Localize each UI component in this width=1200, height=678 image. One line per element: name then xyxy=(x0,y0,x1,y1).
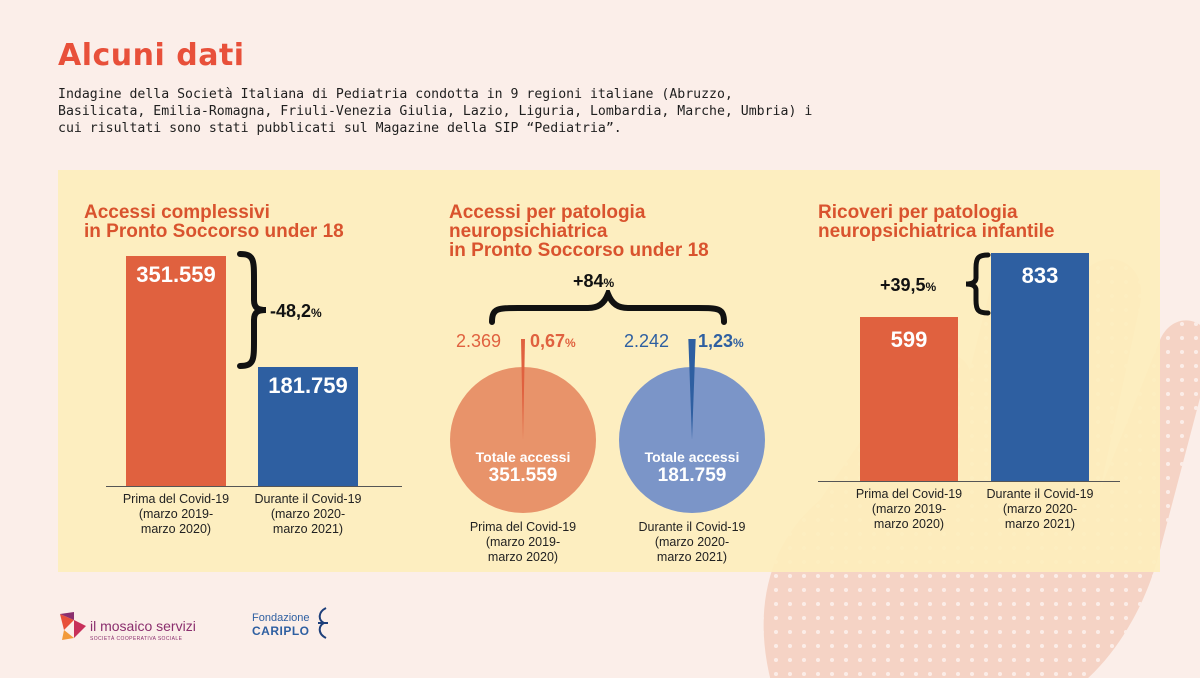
chart2-category-1: Prima del Covid-19 (marzo 2019- marzo 2020… xyxy=(458,520,588,565)
chart3-bar-2: 833 xyxy=(991,253,1089,481)
chart1-category-2-line-1: Durante il Covid-19 xyxy=(254,492,362,506)
chart3-category-2-line-2: (marzo 2020- xyxy=(1002,502,1078,516)
chart1-category-1-line-3: marzo 2020) xyxy=(140,522,212,536)
chart2-category-1-line-3: marzo 2020) xyxy=(487,550,559,564)
chart1-category-1: Prima del Covid-19 (marzo 2019- marzo 2020… xyxy=(111,492,241,537)
chart1-category-1-line-2: (marzo 2019- xyxy=(138,507,214,521)
pie-2-slice-pct-value: 1,23 xyxy=(698,331,734,351)
pie-1-total-value: 351.559 xyxy=(488,465,558,486)
chart3-bar-label-1: 599 xyxy=(890,327,928,352)
pie-2-total-label: Totale accessi xyxy=(644,449,740,465)
chart2-category-2-line-3: marzo 2021) xyxy=(656,550,728,564)
page-title: Alcuni dati xyxy=(58,38,245,73)
pie-1-slice-pct: 0,67% xyxy=(530,331,576,352)
cariplo-icon xyxy=(318,607,328,639)
chart1-bar-label-1: 351.559 xyxy=(136,262,216,287)
chart1-category-2-line-2: (marzo 2020- xyxy=(270,507,346,521)
chart1-category-1-line-1: Prima del Covid-19 xyxy=(122,492,230,506)
chart3-title: Ricoveri per patologia neuropsichiatrica… xyxy=(818,202,1055,242)
chart3-change: +39,5% xyxy=(880,275,937,295)
chart3-category-1: Prima del Covid-19 (marzo 2019- marzo 2020… xyxy=(844,487,974,532)
chart3-category-2-line-1: Durante il Covid-19 xyxy=(986,487,1094,501)
chart3-category-2: Durante il Covid-19 (marzo 2020- marzo 202… xyxy=(975,487,1105,532)
pie-1-total-label: Totale accessi xyxy=(475,449,571,465)
chart2-change: +84% xyxy=(573,271,615,291)
chart3-axis xyxy=(818,481,1120,482)
chart2-category-1-line-1: Prima del Covid-19 xyxy=(469,520,577,534)
chart3-bar-label-2: 833 xyxy=(1021,263,1059,288)
chart1-brace xyxy=(237,251,267,369)
chart3-category-1-line-2: (marzo 2019- xyxy=(871,502,947,516)
pie-2-total-value: 181.759 xyxy=(657,465,727,486)
chart1-category-2-line-3: marzo 2021) xyxy=(272,522,344,536)
chart2-brace xyxy=(489,290,727,325)
pie-1-slice-wedge xyxy=(521,339,525,439)
pie-2-slice-value: 2.242 xyxy=(624,331,670,351)
chart2-category-1-line-2: (marzo 2019- xyxy=(485,535,561,549)
pie-2-slice-pct: 1,23% xyxy=(698,331,744,352)
chart1-change: -48,2% xyxy=(270,301,322,321)
chart1-category-2: Durante il Covid-19 (marzo 2020- marzo 202… xyxy=(243,492,373,537)
chart2-category-2-line-2: (marzo 2020- xyxy=(654,535,730,549)
cariplo-top: Fondazione xyxy=(252,612,310,624)
chart1-title: Accessi complessivi in Pronto Soccorso u… xyxy=(84,202,344,242)
chart1-axis xyxy=(106,486,402,487)
chart2-category-2: Durante il Covid-19 (marzo 2020- marzo 202… xyxy=(627,520,757,565)
chart3-category-2-line-3: marzo 2021) xyxy=(1004,517,1076,531)
data-panel: Accessi complessivi in Pronto Soccorso u… xyxy=(58,170,1160,572)
mosaico-icon xyxy=(60,612,86,640)
chart1-bar-1: 351.559 xyxy=(126,256,226,486)
pie-1-slice xyxy=(521,339,525,439)
cariplo-bottom: CARIPLO xyxy=(252,624,310,638)
mosaico-tagline: SOCIETÀ COOPERATIVA SOCIALE xyxy=(90,636,183,642)
pie-1: Totale accessi 351.559 xyxy=(450,367,596,513)
chart3-category-1-line-1: Prima del Covid-19 xyxy=(855,487,963,501)
chart3-bar-1: 599 xyxy=(860,317,958,481)
pie-2-slice-wedge xyxy=(688,339,696,439)
chart3-category-1-line-3: marzo 2020) xyxy=(873,517,945,531)
pie-1-slice-pct-unit: % xyxy=(565,336,576,350)
chart3-brace xyxy=(965,252,991,316)
pie-2-slice xyxy=(688,339,696,439)
chart2-category-2-line-1: Durante il Covid-19 xyxy=(638,520,746,534)
pie-1-slice-value: 2.369 xyxy=(456,331,502,351)
chart2-title: Accessi per patologia neuropsichiatrica … xyxy=(449,202,709,261)
pie-1-slice-pct-value: 0,67 xyxy=(530,331,566,351)
mosaico-name: il mosaico servizi xyxy=(90,618,196,634)
intro-text: Indagine della Società Italiana di Pedia… xyxy=(58,87,813,136)
chart1-bar-2: 181.759 xyxy=(258,367,358,486)
pie-2-slice-pct-unit: % xyxy=(733,336,744,350)
chart1-bar-label-2: 181.759 xyxy=(268,373,348,398)
